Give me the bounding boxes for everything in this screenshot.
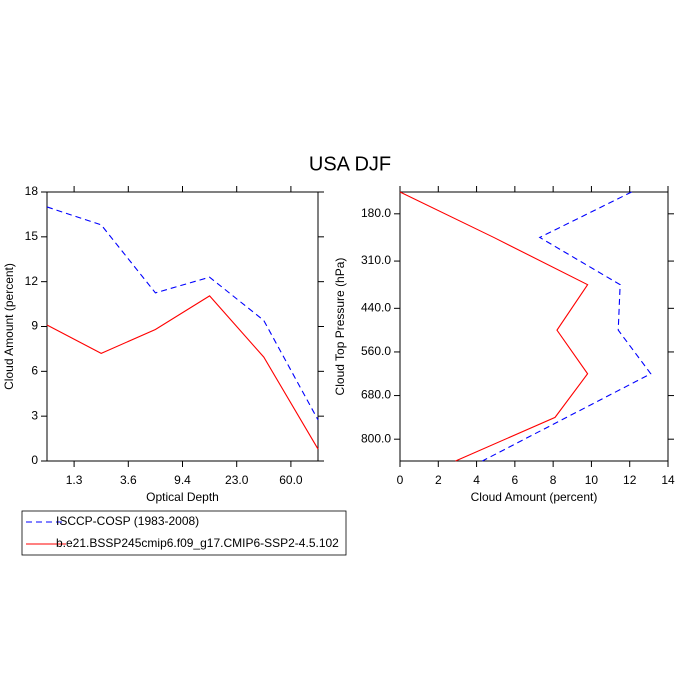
- x-tick-label: 3.6: [120, 473, 137, 487]
- x-tick-label: 14: [661, 473, 675, 487]
- data-line: [399, 191, 589, 462]
- legend-box: [21, 510, 347, 556]
- y-tick-label: 15: [25, 229, 39, 243]
- y-tick-label: 560.0: [361, 344, 391, 358]
- y-tick-label: 18: [25, 184, 39, 198]
- legend-label: b.e21.BSSP245cmip6.f09_g17.CMIP6-SSP2-4.…: [56, 536, 339, 550]
- x-tick-label: 6: [512, 473, 519, 487]
- y-tick-label: 440.0: [361, 300, 391, 314]
- x-tick-label: 4: [473, 473, 480, 487]
- y-tick-label: 12: [25, 274, 39, 288]
- y-axis-label: Cloud Top Pressure (hPa): [333, 258, 347, 396]
- y-tick-label: 800.0: [361, 431, 391, 445]
- data-line: [46, 206, 319, 421]
- x-tick-label: 12: [623, 473, 637, 487]
- x-tick-label: 10: [585, 473, 599, 487]
- plot-frame: [399, 191, 669, 462]
- data-line: [46, 295, 319, 450]
- y-tick-label: 0: [31, 453, 38, 467]
- x-tick-label: 8: [550, 473, 557, 487]
- x-tick-label: 1.3: [66, 473, 83, 487]
- y-tick-label: 6: [31, 364, 38, 378]
- legend-label: ISCCP-COSP (1983-2008): [56, 514, 199, 528]
- y-tick-label: 310.0: [361, 253, 391, 267]
- x-tick-label: 2: [435, 473, 442, 487]
- x-tick-label: 0: [397, 473, 404, 487]
- x-axis-label: Cloud Amount (percent): [471, 490, 598, 504]
- y-tick-label: 9: [31, 319, 38, 333]
- y-tick-label: 180.0: [361, 206, 391, 220]
- chart-title: USA DJF: [309, 153, 391, 175]
- y-tick-label: 3: [31, 408, 38, 422]
- data-line: [482, 191, 652, 462]
- x-axis-label: Optical Depth: [146, 490, 219, 504]
- x-tick-label: 9.4: [174, 473, 191, 487]
- x-tick-label: 23.0: [225, 473, 249, 487]
- y-axis-label: Cloud Amount (percent): [2, 263, 16, 390]
- x-tick-label: 60.0: [279, 473, 303, 487]
- y-tick-label: 680.0: [361, 388, 391, 402]
